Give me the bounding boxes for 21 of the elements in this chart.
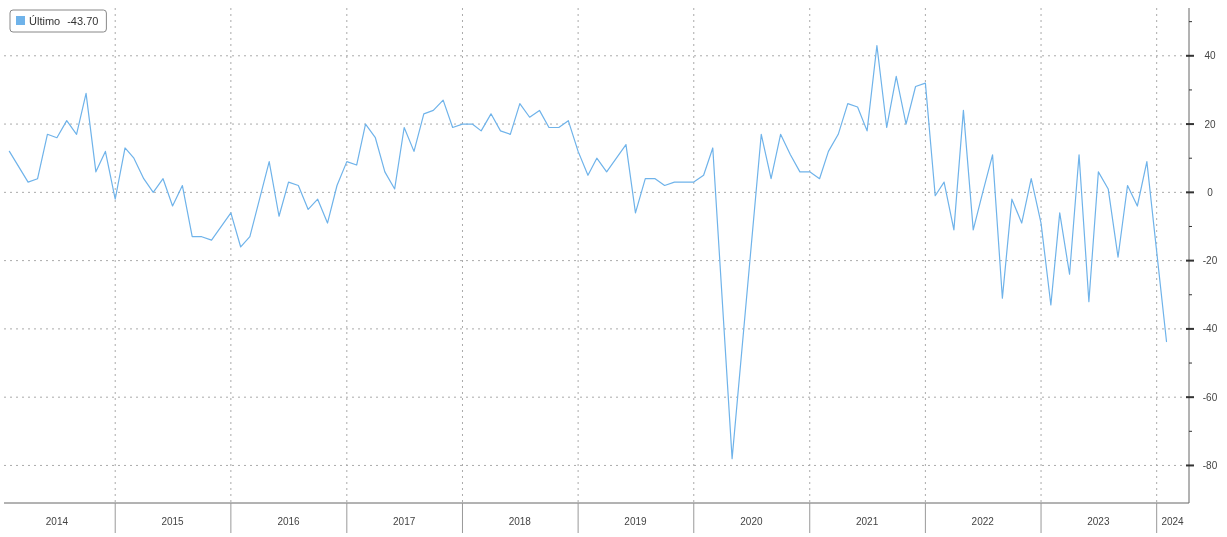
x-tick-label: 2021 <box>855 516 879 527</box>
x-tick-label: 2024 <box>1161 516 1185 527</box>
y-tick-label: -60 <box>1202 391 1218 403</box>
annotation: -43.70 <box>67 15 99 27</box>
x-tick-label: 2023 <box>1087 516 1110 527</box>
y-tick-label: -80 <box>1202 459 1218 471</box>
y-tick-label: 20 <box>1204 118 1216 130</box>
x-tick-label: 2022 <box>971 516 995 527</box>
line-series <box>8 44 1168 460</box>
y-tick-label: -20 <box>1202 255 1218 267</box>
x-tick-label: 2015 <box>161 516 185 527</box>
x-tick-label: 2018 <box>508 516 532 527</box>
x-tick-label: 2017 <box>393 516 416 527</box>
legend-label: Último <box>29 15 61 27</box>
y-tick-label: -40 <box>1202 323 1218 335</box>
y-tick-label: 40 <box>1204 50 1216 62</box>
x-tick-label: 2019 <box>624 516 648 527</box>
x-tick-label: 2016 <box>277 516 301 527</box>
y-tick-label: 0 <box>1207 186 1214 198</box>
x-tick-label: 2020 <box>740 516 763 527</box>
x-tick-label: 2014 <box>45 516 69 527</box>
